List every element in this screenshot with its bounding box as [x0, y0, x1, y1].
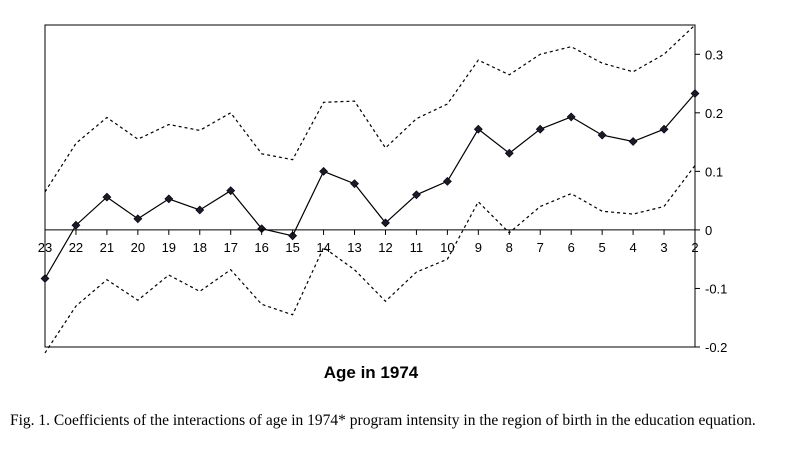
- x-tick-label: 19: [162, 240, 176, 255]
- x-tick-label: 7: [537, 240, 544, 255]
- x-tick-label: 5: [599, 240, 606, 255]
- data-point-marker: [288, 231, 298, 241]
- data-point-marker: [566, 112, 576, 122]
- x-tick-label: 17: [223, 240, 237, 255]
- x-tick-label: 22: [69, 240, 83, 255]
- y-tick-label: 0.1: [705, 164, 723, 179]
- data-point-marker: [164, 194, 174, 204]
- data-point-marker: [226, 186, 236, 196]
- data-point-marker: [628, 137, 638, 146]
- x-tick-label: 20: [131, 240, 145, 255]
- data-point-marker: [102, 192, 112, 202]
- x-tick-label: 14: [316, 240, 330, 255]
- coefficient-line: [44, 93, 696, 279]
- x-tick-label: 23: [38, 240, 52, 255]
- data-point-marker: [473, 124, 483, 134]
- upper-bound-line: [44, 24, 696, 193]
- plot-area-frame: [44, 24, 696, 348]
- series-layer: [40, 24, 700, 354]
- x-tick-label: 10: [440, 240, 454, 255]
- data-point-marker: [71, 220, 81, 230]
- x-tick-label: 6: [568, 240, 575, 255]
- x-tick-label: 21: [100, 240, 114, 255]
- data-point-marker: [659, 124, 669, 134]
- data-point-marker: [133, 214, 143, 224]
- data-point-marker: [690, 89, 700, 98]
- lower-bound-line: [44, 165, 696, 354]
- x-tick-label: 9: [475, 240, 482, 255]
- data-point-marker: [412, 190, 421, 200]
- x-tick-label: 11: [410, 240, 424, 255]
- data-point-marker: [535, 124, 545, 134]
- y-tick-label: -0.2: [705, 340, 727, 355]
- chart: 0.30.20.10-0.1-0.223 22 21 20 19 18 17 16 15 14 13…: [38, 24, 728, 382]
- data-point-marker: [504, 148, 514, 158]
- x-tick-label: 2: [691, 240, 698, 255]
- figure-caption: Fig. 1. Coefficients of the interactions…: [10, 412, 756, 429]
- y-tick-label: 0: [705, 223, 712, 238]
- data-point-marker: [381, 218, 390, 228]
- data-point-marker: [319, 166, 328, 176]
- x-tick-label: 8: [506, 240, 513, 255]
- y-tick-label: -0.1: [705, 281, 727, 296]
- y-tick-label: 0.3: [705, 47, 723, 62]
- data-point-marker: [597, 130, 607, 140]
- x-tick-label: 18: [193, 240, 207, 255]
- x-tick-label: 12: [378, 240, 392, 255]
- axis-layer: 0.30.20.10-0.1-0.223 22 21 20 19 18 17 16 15 14 13…: [38, 47, 728, 355]
- data-point-marker: [350, 179, 359, 189]
- y-tick-label: 0.2: [705, 106, 723, 121]
- x-tick-label: 16: [254, 240, 268, 255]
- x-axis-label: Age in 1974: [324, 363, 419, 382]
- x-tick-label: 4: [629, 240, 636, 255]
- x-tick-label: 3: [660, 240, 667, 255]
- data-point-marker: [442, 176, 452, 186]
- x-tick-label: 13: [347, 240, 361, 255]
- x-tick-label: 15: [285, 240, 299, 255]
- data-point-marker: [195, 205, 205, 215]
- data-point-marker: [40, 274, 50, 283]
